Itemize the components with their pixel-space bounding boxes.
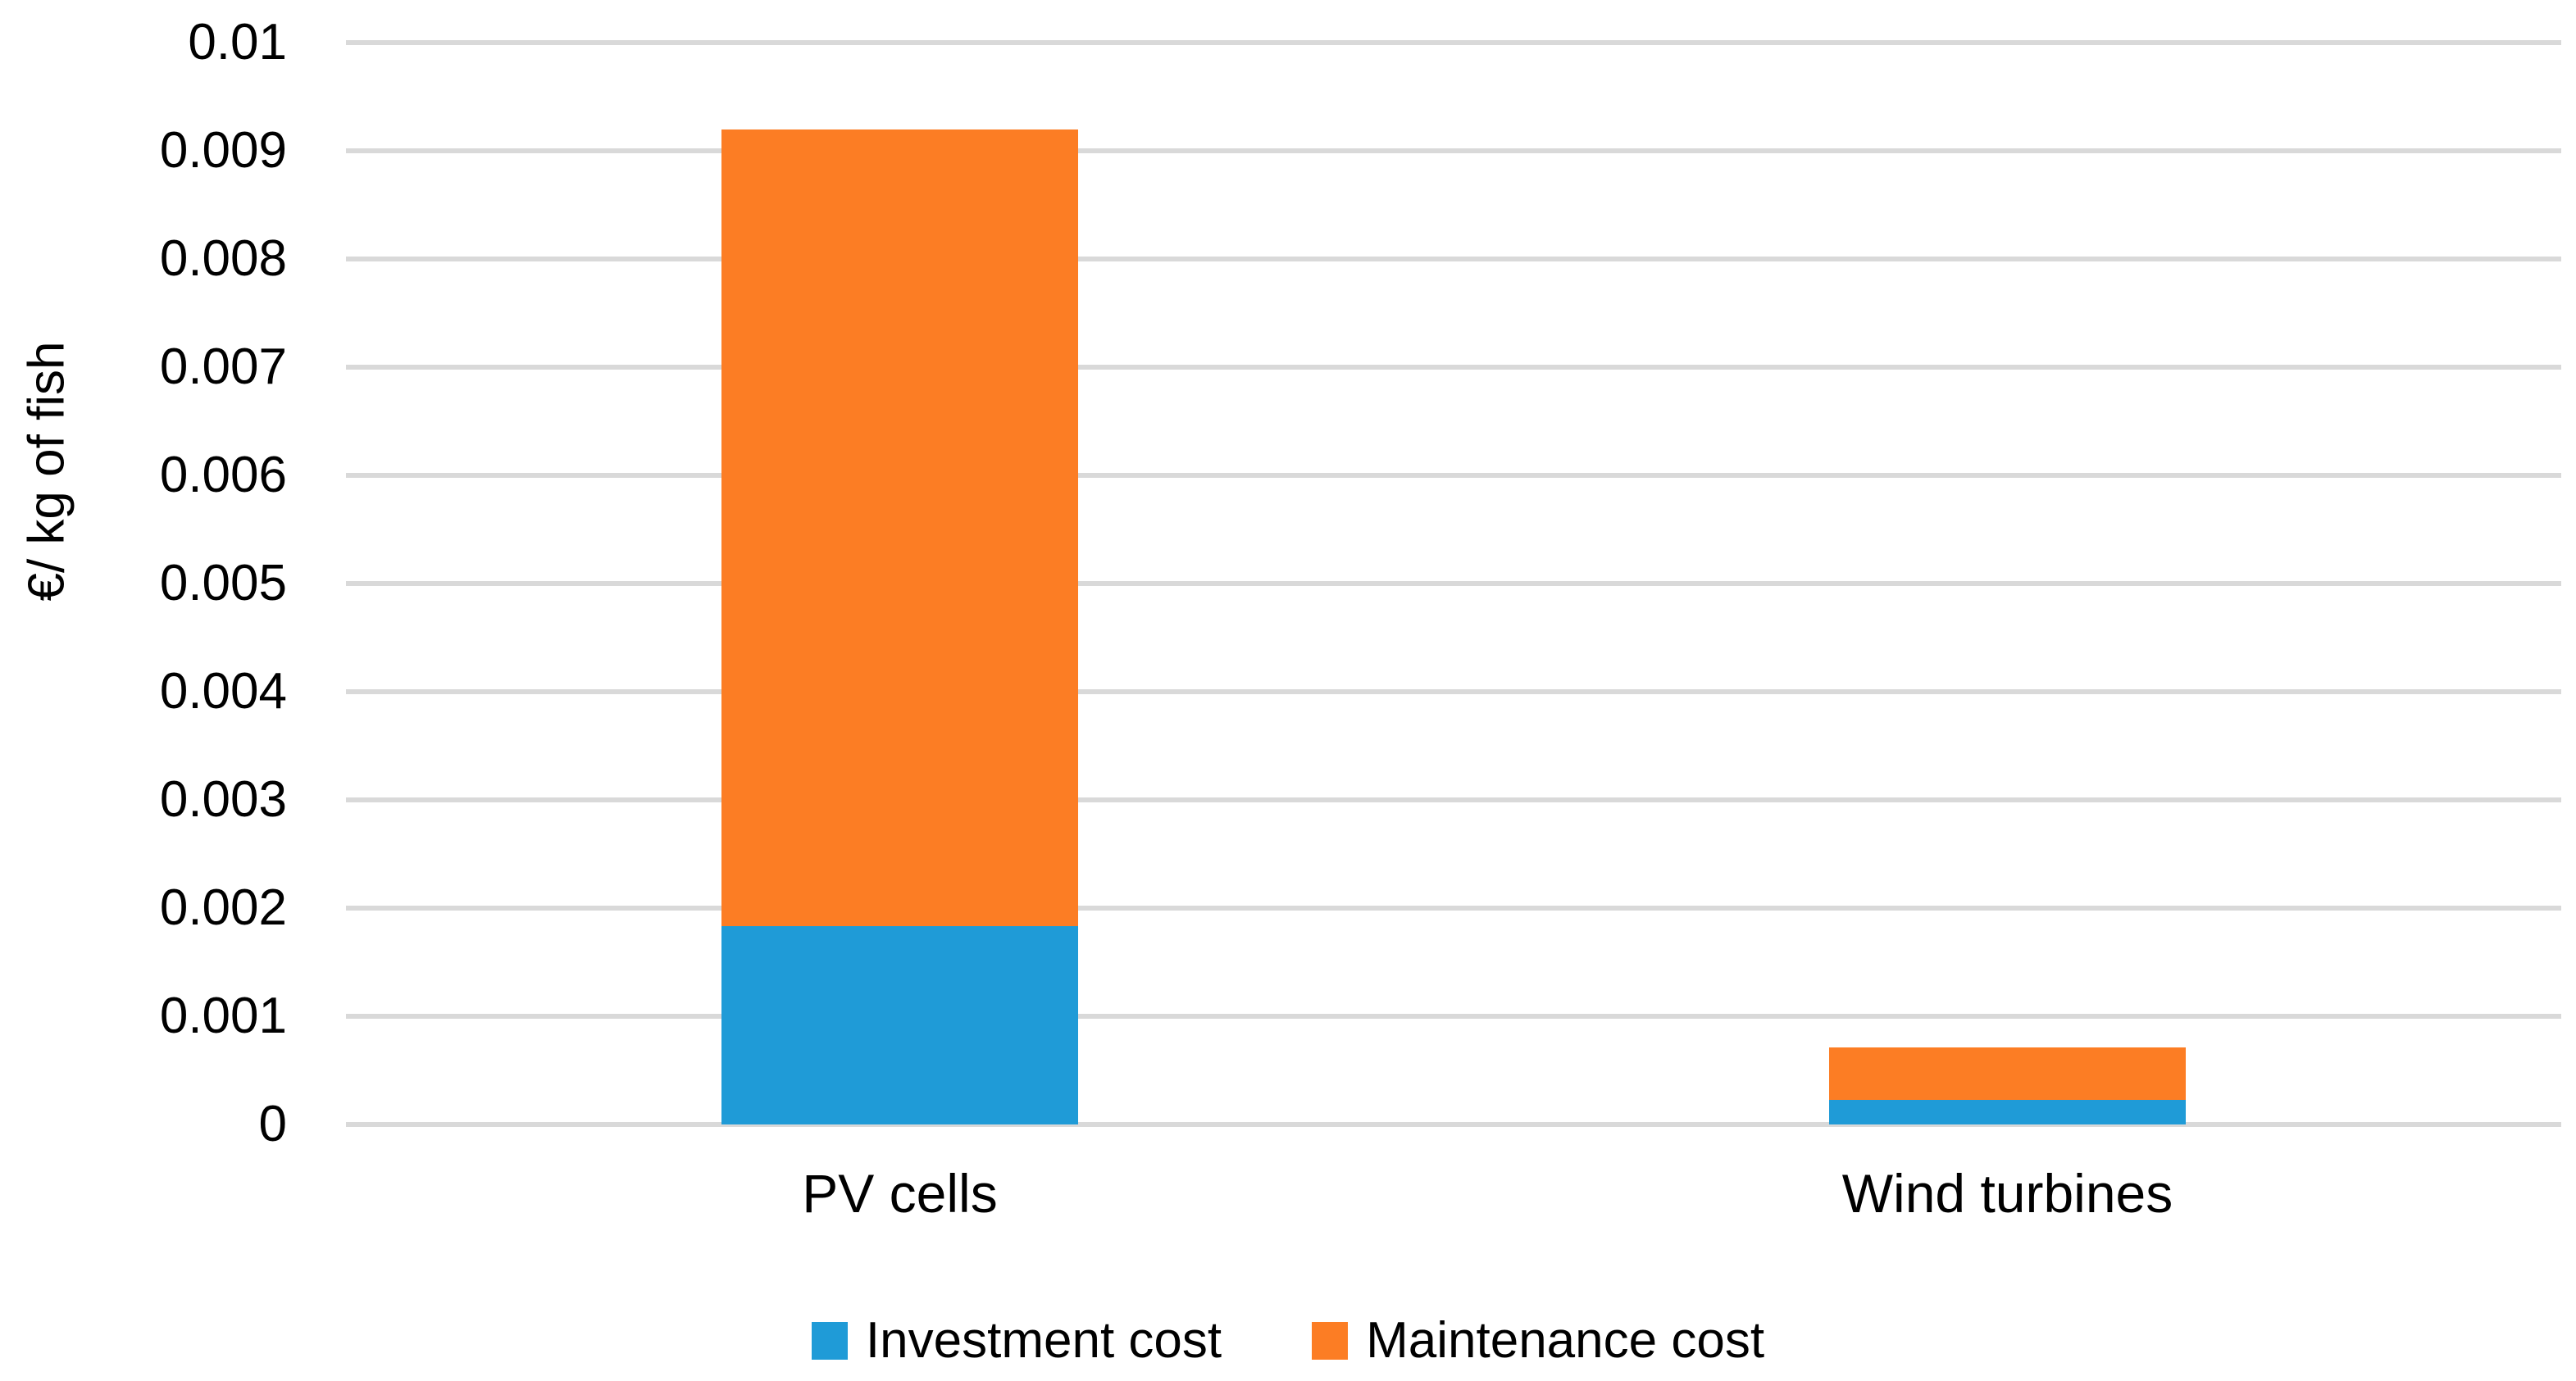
gridline-0.004 [346,689,2561,694]
gridline-0.001 [346,1014,2561,1019]
plot-area [346,40,2561,1127]
legend: Investment cost Maintenance cost [0,1311,2576,1370]
y-tick-label: 0.01 [188,14,287,70]
bar-segment-pv-cells-investment-cost [721,926,1078,1124]
legend-swatch-icon [811,1321,848,1360]
legend-label: Maintenance cost [1366,1312,1765,1369]
legend-item-maintenance-cost: Maintenance cost [1312,1311,1764,1370]
gridline-0.01 [346,40,2561,45]
y-tick-label: 0.007 [159,338,287,395]
gridline-0.009 [346,148,2561,153]
bar-segment-wind-turbines-investment-cost [1829,1099,2186,1124]
legend-item-investment-cost: Investment cost [811,1311,1222,1370]
gridline-0.007 [346,365,2561,370]
y-tick-label: 0.001 [159,988,287,1044]
category-label-wind-turbines: Wind turbines [1841,1163,2173,1224]
gridline-0.002 [346,906,2561,911]
bar-segment-pv-cells-maintenance-cost [721,129,1078,927]
y-tick-label: 0.003 [159,771,287,828]
gridline-0 [346,1122,2561,1127]
y-tick-label: 0.002 [159,879,287,936]
y-tick-label: 0 [258,1096,287,1152]
gridline-0.005 [346,581,2561,586]
gridline-0.003 [346,797,2561,802]
gridline-0.006 [346,473,2561,478]
y-tick-label: 0.004 [159,663,287,720]
y-tick-label: 0.008 [159,230,287,287]
y-tick-label: 0.005 [159,555,287,611]
bar-segment-wind-turbines-maintenance-cost [1829,1047,2186,1100]
y-tick-label: 0.006 [159,447,287,503]
category-label-pv-cells: PV cells [802,1163,998,1224]
gridline-0.008 [346,257,2561,261]
y-tick-label: 0.009 [159,122,287,179]
legend-swatch-icon [1312,1321,1349,1360]
legend-label: Investment cost [865,1312,1222,1369]
